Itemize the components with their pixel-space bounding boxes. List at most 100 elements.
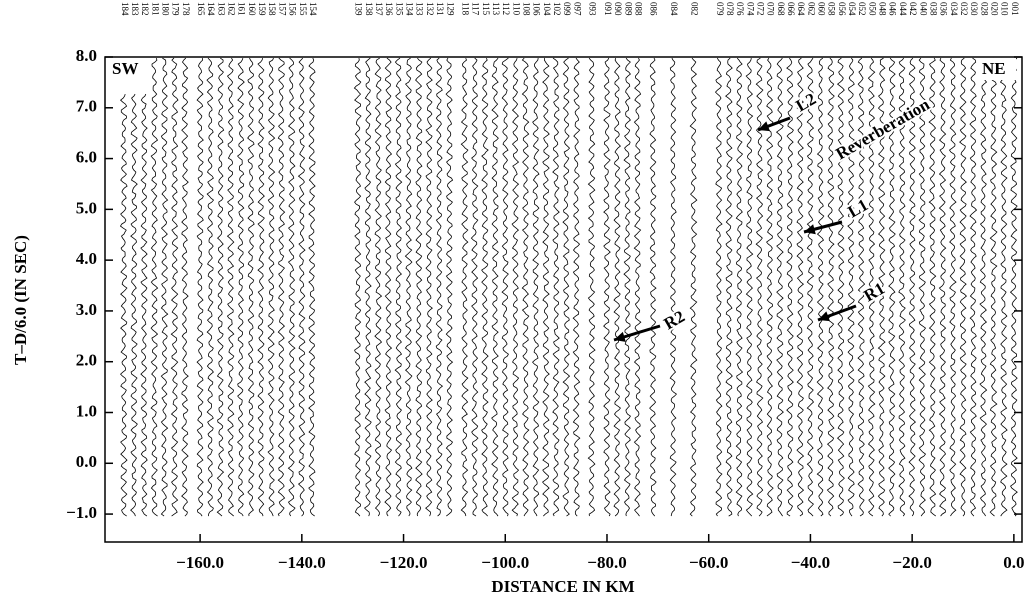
trace: [257, 58, 265, 517]
trace: [481, 57, 489, 517]
trace-label: 062: [806, 2, 816, 16]
traces: [119, 57, 1018, 517]
y-tick-label: 6.0: [76, 147, 97, 166]
trace: [603, 57, 611, 517]
trace-label: 108: [522, 2, 532, 16]
trace: [308, 57, 316, 517]
y-tick-label: 4.0: [76, 249, 97, 268]
trace: [297, 57, 306, 517]
trace: [898, 57, 906, 517]
trace: [363, 57, 372, 517]
annotation: L1: [845, 195, 872, 221]
annotation: L2: [793, 89, 820, 115]
x-tick-label: 0.0: [1003, 553, 1024, 572]
y-tick-label: 7.0: [76, 97, 97, 116]
trace-label: 032: [959, 2, 969, 16]
trace: [425, 57, 433, 517]
trace-label: 068: [776, 2, 786, 16]
trace: [796, 57, 805, 517]
trace-label: 117: [471, 2, 481, 16]
trace: [572, 57, 581, 517]
y-tick-label: 2.0: [76, 351, 97, 370]
trace: [649, 57, 657, 517]
trace-label: 102: [552, 2, 562, 16]
trace: [745, 58, 754, 517]
trace: [836, 57, 845, 517]
trace-label: 180: [160, 2, 170, 16]
trace-label: 064: [796, 2, 806, 16]
trace: [714, 57, 723, 517]
trace-label: 131: [435, 2, 445, 16]
trace-label: 178: [181, 2, 191, 16]
trace-label: 155: [298, 2, 308, 16]
trace-label: 137: [374, 2, 384, 16]
trace: [542, 58, 550, 517]
trace: [196, 58, 204, 517]
trace: [816, 57, 825, 517]
trace: [1009, 57, 1018, 517]
trace-label: 159: [257, 2, 267, 16]
trace-label: 066: [786, 2, 796, 16]
trace: [150, 57, 159, 517]
trace-label: 038: [928, 2, 938, 16]
trace: [887, 57, 896, 517]
trace: [725, 57, 733, 517]
trace-label: 134: [405, 2, 415, 16]
trace: [928, 57, 937, 517]
trace-label: 089: [623, 2, 633, 16]
annotation-bg: [108, 58, 146, 80]
trace: [613, 57, 621, 517]
trace-label: 084: [669, 2, 679, 16]
trace-label: 086: [649, 2, 659, 16]
trace: [877, 57, 886, 517]
trace-label: 129: [445, 2, 455, 16]
trace-label: 088: [633, 2, 643, 16]
trace-label: 164: [206, 2, 216, 16]
trace-label: 060: [817, 2, 827, 16]
trace: [786, 57, 794, 517]
trace-label: 044: [898, 2, 908, 16]
trace-label: 133: [415, 2, 425, 16]
trace-label: 112: [501, 2, 511, 15]
trace-label: 160: [247, 2, 257, 16]
x-tick-label: −20.0: [892, 553, 931, 572]
trace: [552, 57, 560, 517]
trace-label: 183: [130, 2, 140, 16]
trace-label: 078: [725, 2, 735, 16]
trace: [587, 57, 596, 517]
trace: [404, 57, 413, 517]
trace-label: 028: [979, 2, 989, 16]
trace-label: 157: [277, 2, 287, 16]
trace-label: 154: [308, 2, 318, 16]
trace-label: 113: [491, 2, 501, 16]
trace: [948, 57, 957, 517]
trace-label: 070: [766, 2, 776, 16]
plot-frame: [104, 56, 1023, 543]
trace-label: 074: [745, 2, 755, 16]
trace-label: 072: [756, 2, 766, 16]
trace: [501, 57, 509, 517]
trace: [267, 57, 276, 517]
trace: [938, 57, 947, 517]
y-tick-label: 0.0: [76, 452, 97, 471]
trace-label: 158: [267, 2, 277, 16]
y-axis-title: T–D/6.0 (IN SEC): [11, 235, 30, 365]
trace: [460, 57, 469, 517]
y-tick-label: 1.0: [76, 401, 97, 420]
trace: [470, 57, 479, 517]
annotation: SW: [112, 59, 138, 78]
trace: [735, 57, 744, 517]
trace-label: 136: [384, 2, 394, 16]
trace-label: 093: [588, 2, 598, 16]
trace: [532, 58, 540, 517]
trace-label: 030: [969, 2, 979, 16]
trace: [170, 57, 179, 517]
trace-label: 099: [562, 2, 572, 16]
trace-label: 156: [288, 2, 298, 16]
trace: [867, 57, 876, 517]
x-tick-label: −100.0: [481, 553, 529, 572]
trace-label: 161: [237, 2, 247, 16]
trace-label: 056: [837, 2, 847, 16]
trace-label: 001: [1010, 2, 1020, 16]
trace-label: 036: [939, 2, 949, 16]
